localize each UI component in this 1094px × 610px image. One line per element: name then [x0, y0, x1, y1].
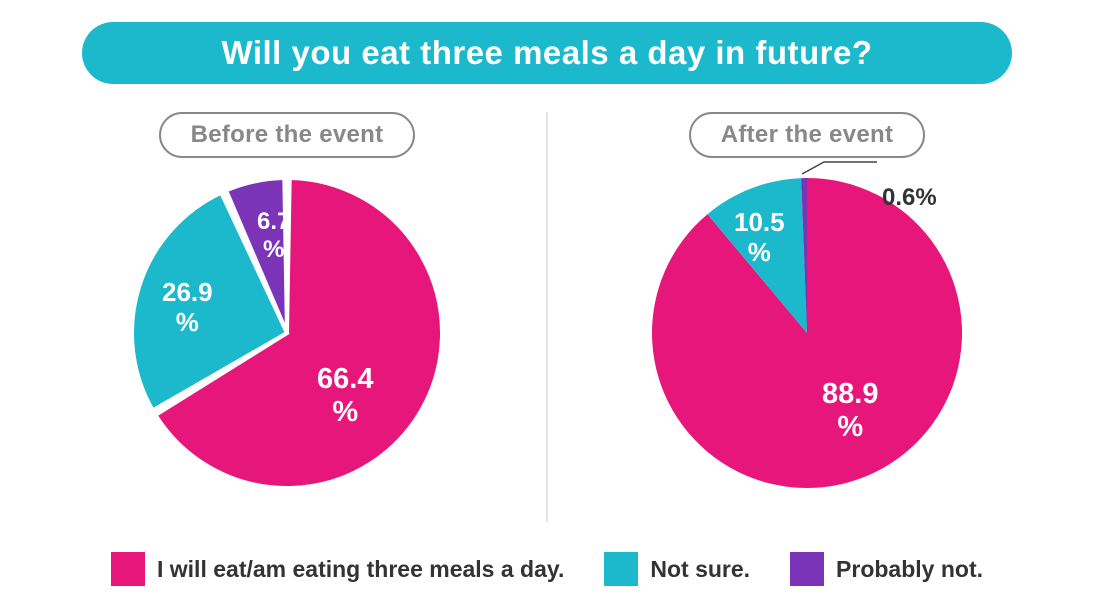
slice-label-notsure: 26.9% — [162, 278, 213, 338]
before-subtitle: Before the event — [159, 112, 416, 158]
chart-title: Will you eat three meals a day in future… — [82, 22, 1012, 84]
before-panel: Before the event 66.4% 26.9% 6.7% — [27, 112, 547, 498]
legend: I will eat/am eating three meals a day. … — [0, 552, 1094, 586]
callout-svg — [642, 168, 972, 498]
legend-item-eating: I will eat/am eating three meals a day. — [111, 552, 564, 586]
chart-container: Will you eat three meals a day in future… — [0, 0, 1094, 610]
legend-item-probnot: Probably not. — [790, 552, 983, 586]
charts-row: Before the event 66.4% 26.9% 6.7% After th… — [0, 112, 1094, 498]
before-pie: 66.4% 26.9% 6.7% — [122, 168, 452, 498]
callout-label-probnot: 0.6% — [882, 184, 937, 212]
legend-item-notsure: Not sure. — [604, 552, 750, 586]
legend-label: Not sure. — [650, 556, 750, 583]
callout-line — [802, 162, 877, 174]
legend-label: I will eat/am eating three meals a day. — [157, 556, 564, 583]
after-panel: After the event 88.9%10.5%0.6% — [547, 112, 1067, 498]
legend-label: Probably not. — [836, 556, 983, 583]
after-subtitle: After the event — [689, 112, 926, 158]
swatch-icon — [111, 552, 145, 586]
slice-label-probnot: 6.7% — [257, 208, 290, 263]
after-pie: 88.9%10.5%0.6% — [642, 168, 972, 498]
slice-label-eating: 66.4% — [317, 363, 373, 430]
swatch-icon — [790, 552, 824, 586]
swatch-icon — [604, 552, 638, 586]
